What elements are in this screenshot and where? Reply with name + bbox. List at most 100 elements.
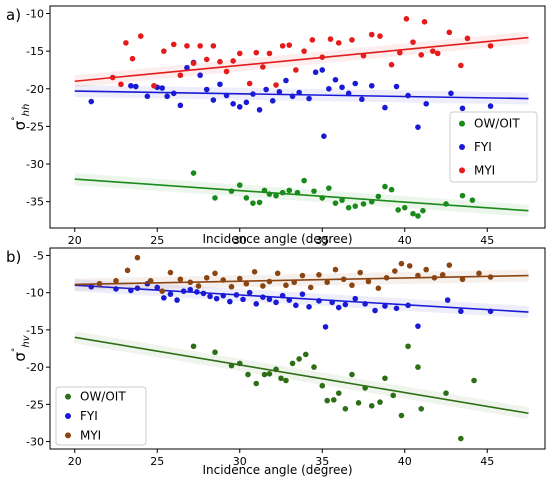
legend-marker [65, 393, 71, 400]
series-fyi [74, 59, 529, 139]
data-point [319, 54, 326, 60]
data-point [418, 406, 425, 412]
data-point [296, 89, 302, 96]
data-point [161, 295, 167, 301]
data-point [331, 397, 337, 403]
data-point [246, 289, 253, 296]
panel-a: 20 25 30 35 40 45 -10 -15 -20 -25 -30 -35 Incidence … [6, 5, 546, 247]
data-point [487, 43, 494, 49]
x-axis-label: Incidence angle (degree) [203, 463, 353, 477]
data-point [161, 48, 167, 54]
y-tick-label: -10 [26, 8, 44, 21]
data-point [283, 377, 289, 384]
data-point [283, 282, 289, 289]
data-point [339, 197, 345, 203]
data-point [339, 84, 345, 91]
data-point [274, 270, 281, 277]
data-point [326, 185, 332, 191]
data-point [368, 198, 375, 205]
data-point [383, 274, 390, 281]
data-point [159, 85, 165, 91]
data-point [210, 97, 217, 103]
data-point [446, 29, 453, 36]
data-point [113, 286, 119, 292]
series-owoit [73, 331, 530, 442]
series-myi [74, 254, 529, 294]
data-point [276, 88, 283, 95]
data-point [296, 356, 302, 362]
legend-marker [459, 144, 465, 150]
x-tick-label: 45 [480, 455, 494, 468]
data-point [375, 285, 382, 292]
data-point [299, 272, 306, 279]
y-axis-label: σ°hh [11, 104, 32, 131]
data-point [228, 188, 235, 194]
data-point [410, 210, 416, 217]
data-point [377, 33, 383, 39]
data-point [403, 15, 410, 22]
data-point [415, 272, 421, 279]
x-tick-label: 35 [315, 455, 329, 468]
panel-label: a) [6, 6, 21, 24]
data-point [316, 298, 322, 304]
data-point [418, 52, 425, 58]
data-point [306, 304, 312, 310]
data-point [360, 201, 367, 207]
data-point [340, 276, 347, 283]
legend: OW/OIT FYI MYI [449, 111, 538, 183]
data-point [395, 207, 401, 213]
data-point [365, 278, 372, 285]
data-point [223, 92, 230, 99]
x-tick-label: 20 [68, 234, 82, 247]
data-point [397, 49, 403, 56]
data-point [342, 406, 349, 412]
data-point [332, 266, 339, 273]
data-point [458, 62, 464, 69]
data-point [326, 85, 332, 92]
fit-line [74, 284, 529, 313]
data-point [266, 371, 273, 377]
data-point [311, 364, 317, 370]
panel-b: 20 25 30 35 40 45 -5 -10 -15 -20 -25 -30 Incidence a… [6, 247, 546, 477]
data-point [266, 191, 273, 197]
data-point [184, 43, 190, 49]
data-point [406, 263, 413, 269]
data-point [230, 101, 236, 107]
data-point [197, 72, 203, 79]
legend-label: MYI [474, 163, 495, 177]
data-point [167, 291, 174, 297]
data-point [324, 279, 331, 286]
data-point [194, 289, 200, 295]
data-point [128, 82, 134, 89]
data-point [439, 272, 446, 278]
data-point [421, 19, 428, 25]
data-point [134, 254, 141, 261]
data-point [362, 301, 368, 307]
data-point [355, 400, 362, 406]
data-point [377, 399, 383, 405]
data-point [375, 193, 382, 200]
data-point [174, 297, 180, 303]
y-axis-label-subscript: hh [21, 104, 32, 117]
data-point [359, 96, 365, 103]
data-point [137, 33, 144, 39]
data-point [233, 292, 240, 298]
y-axis-label-symbol: σ [11, 120, 29, 130]
data-point [469, 197, 476, 203]
data-point [250, 91, 256, 97]
data-point [113, 277, 119, 284]
data-point [382, 375, 388, 382]
data-point [335, 40, 342, 46]
data-point [203, 274, 210, 281]
data-point [228, 283, 235, 290]
x-tick-label: 30 [233, 234, 247, 247]
data-point [133, 83, 139, 90]
x-tick-label: 20 [68, 455, 82, 468]
data-point [144, 93, 151, 100]
data-point [213, 295, 220, 302]
data-point [123, 40, 129, 46]
data-point [273, 82, 279, 88]
data-point [430, 48, 436, 54]
data-point [253, 380, 260, 387]
